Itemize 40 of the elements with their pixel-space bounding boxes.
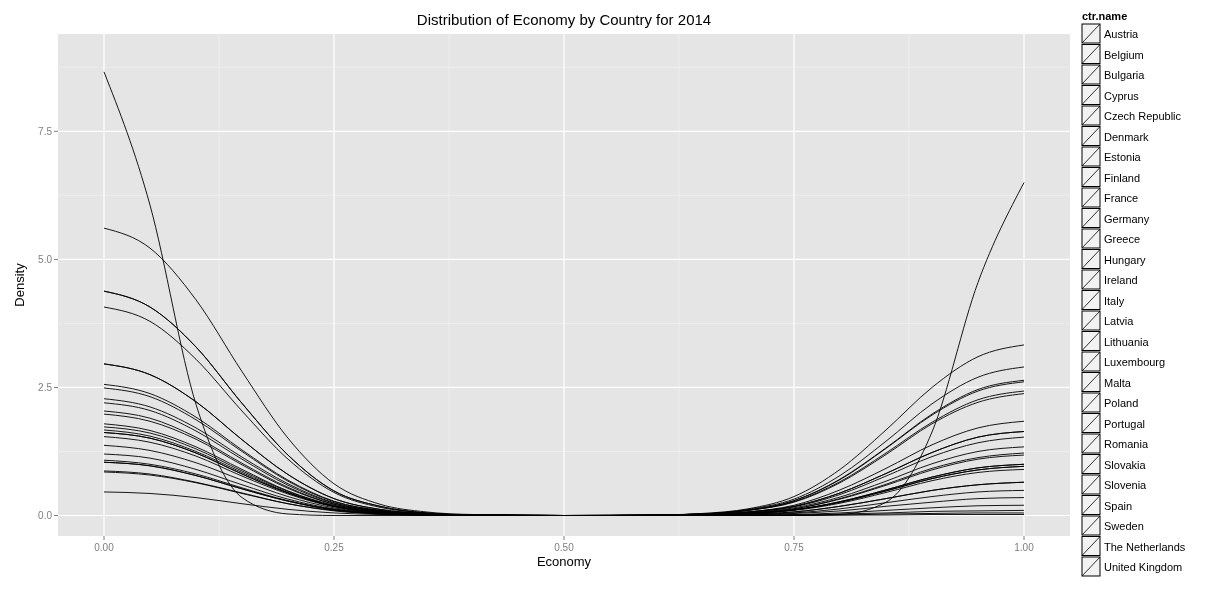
- legend-label: Luxembourg: [1104, 356, 1166, 368]
- legend-label: Portugal: [1104, 417, 1145, 430]
- legend-title: ctr.name: [1082, 10, 1128, 22]
- x-tick-label: 0.75: [784, 542, 805, 553]
- legend-label: Poland: [1104, 397, 1139, 409]
- legend-label: Spain: [1104, 499, 1133, 512]
- legend-label: Hungary: [1104, 253, 1147, 266]
- legend-label: Cyprus: [1104, 89, 1140, 102]
- y-tick-label: 0.0: [38, 510, 53, 522]
- legend-label: Germany: [1104, 212, 1150, 225]
- y-axis-title: Density: [12, 262, 27, 307]
- x-tick-label: 1.00: [1014, 542, 1035, 553]
- legend-label: Estonia: [1104, 151, 1142, 163]
- legend-label: Italy: [1104, 294, 1125, 307]
- legend-label: United Kingdom: [1104, 561, 1183, 573]
- legend-label: Slovenia: [1104, 479, 1148, 491]
- legend-label: Lithuania: [1104, 335, 1150, 348]
- legend-label: Denmark: [1104, 130, 1150, 143]
- legend-label: Romania: [1104, 438, 1149, 450]
- legend-label: France: [1104, 192, 1139, 204]
- legend-label: Belgium: [1104, 48, 1144, 61]
- x-tick-label: 0.00: [94, 542, 115, 553]
- legend-label: Malta: [1104, 376, 1132, 389]
- y-tick-label: 7.5: [38, 125, 53, 137]
- legend-label: Sweden: [1104, 520, 1144, 532]
- x-tick-label: 0.25: [324, 542, 345, 553]
- y-tick-label: 2.5: [38, 381, 53, 393]
- legend-label: Austria: [1104, 28, 1140, 40]
- legend-label: Latvia: [1104, 315, 1135, 327]
- x-axis-title: Economy: [536, 554, 592, 569]
- chart-title: Distribution of Economy by Country for 2014: [416, 11, 712, 28]
- legend-label: The Netherlands: [1104, 540, 1186, 553]
- x-tick-label: 0.50: [554, 542, 575, 553]
- legend-label: Czech Republic: [1104, 110, 1182, 122]
- legend-label: Bulgaria: [1104, 69, 1146, 81]
- y-tick-label: 5.0: [38, 253, 53, 265]
- legend-label: Ireland: [1104, 274, 1138, 286]
- legend-label: Finland: [1104, 171, 1141, 184]
- legend-label: Slovakia: [1104, 458, 1147, 471]
- legend-label: Greece: [1104, 233, 1141, 245]
